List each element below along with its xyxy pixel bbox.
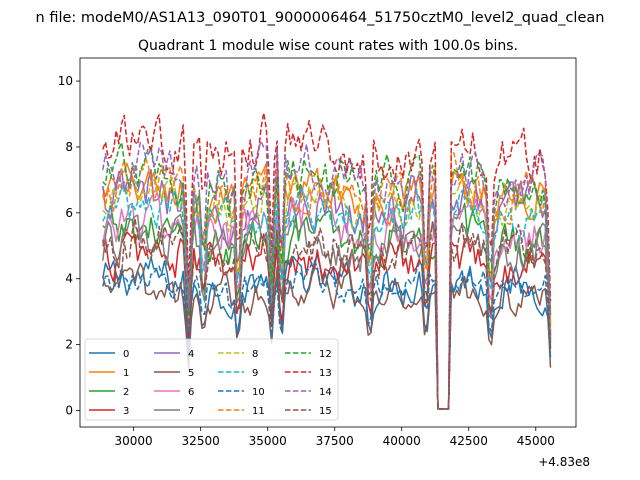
legend-label-3: 3 [123,406,129,417]
series-line-12 [102,141,552,410]
x-tick-label: 30000 [115,434,153,448]
y-tick-label: 8 [65,140,73,154]
x-tick-label: 40000 [383,434,421,448]
y-tick-label: 0 [65,404,73,418]
series-line-13 [102,112,552,410]
series-layer [102,112,552,410]
legend-label-6: 6 [188,387,194,398]
series-line-2 [102,202,552,410]
x-tick-label: 45000 [517,434,555,448]
legend-label-4: 4 [188,349,194,360]
x-tick-label: 42500 [450,434,488,448]
axes-frame [79,57,577,428]
legend-label-5: 5 [188,368,194,379]
series-line-14 [102,140,552,410]
x-axis: 30000 32500 35000 37500 40000 42500 45000 [115,427,555,448]
legend-label-12: 12 [319,349,332,360]
series-line-11 [102,152,552,410]
y-tick-label: 4 [65,272,73,286]
legend-label-15: 15 [319,406,332,417]
series-line-3 [102,231,552,410]
legend-label-8: 8 [252,349,258,360]
legend-label-11: 11 [252,406,265,417]
series-line-5 [102,262,552,410]
legend-label-1: 1 [123,368,129,379]
legend-label-14: 14 [319,387,332,398]
series-line-15 [102,217,552,410]
legend-label-13: 13 [319,368,332,379]
legend-label-0: 0 [123,349,129,360]
y-tick-label: 10 [58,74,73,88]
legend-label-2: 2 [123,387,129,398]
legend-frame [84,338,339,421]
legend-label-10: 10 [252,387,265,398]
figure-suptitle: n file: modeM0/AS1A13_090T01_9000006464_… [36,10,605,26]
x-axis-offset-label: +4.83e8 [538,455,590,469]
legend-label-7: 7 [188,406,194,417]
x-tick-label: 35000 [249,434,287,448]
x-tick-label: 37500 [316,434,354,448]
legend-label-9: 9 [252,368,258,379]
y-tick-label: 2 [65,338,73,352]
y-axis: 0 2 4 6 8 10 [58,74,80,418]
series-line-10 [102,260,552,410]
y-tick-label: 6 [65,206,73,220]
x-tick-label: 32500 [182,434,220,448]
chart-title: Quadrant 1 module wise count rates with … [138,38,518,54]
